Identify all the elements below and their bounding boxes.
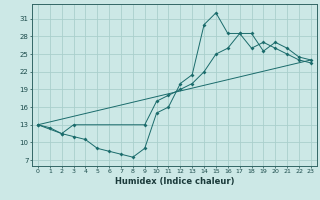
X-axis label: Humidex (Indice chaleur): Humidex (Indice chaleur) xyxy=(115,177,234,186)
